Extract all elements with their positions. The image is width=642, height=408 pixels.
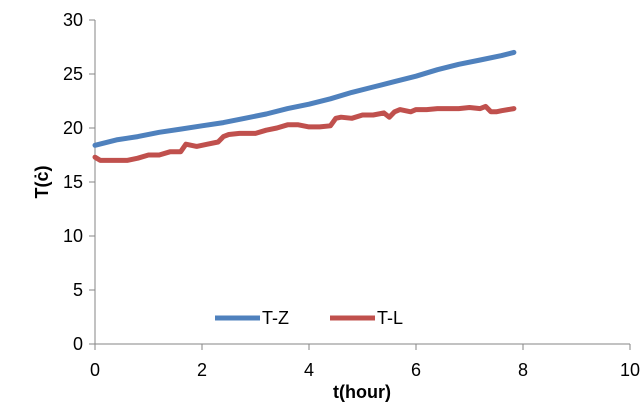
legend: T-Z T-L [215,308,403,328]
axes [94,20,630,345]
y-tick-label: 5 [73,280,83,300]
y-tick-label: 0 [73,334,83,354]
y-tick-label: 10 [63,226,83,246]
series-line-t-l [92,103,517,163]
y-tick-label: 20 [63,118,83,138]
y-tick-label: 15 [63,172,83,192]
series-line-t-z [92,49,517,148]
y-tick-label: 30 [63,10,83,30]
x-tick-label: 4 [304,360,314,380]
y-tick-label: 25 [63,64,83,84]
series-lines [92,49,517,163]
y-axis-title: T(ċ) [32,166,52,199]
x-tick-label: 2 [197,360,207,380]
legend-label-t-z: T-Z [262,308,289,328]
x-tick-label: 6 [411,360,421,380]
x-axis-title: t(hour) [333,382,391,402]
x-tick-label: 10 [620,360,640,380]
x-tick-label: 8 [518,360,528,380]
legend-label-t-l: T-L [377,308,403,328]
x-tick-label: 0 [90,360,100,380]
axis-ticks: 0 5 10 15 20 25 30 0 2 4 6 8 10 [63,10,640,380]
